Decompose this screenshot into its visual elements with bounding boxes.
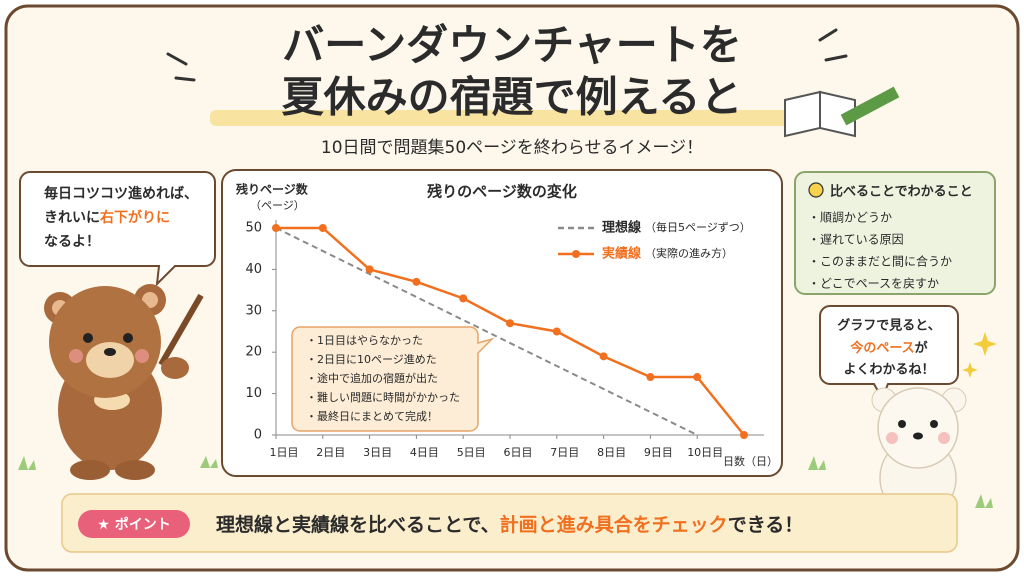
notes-item: ・順調かどうか — [808, 211, 892, 225]
data-point — [272, 224, 280, 232]
notes-item: ・遅れている原因 — [808, 233, 904, 247]
annotation-list: ・1日目はやらなかった・2日目に10ページ進めた・途中で追加の宿題が出た・難しい… — [306, 334, 460, 423]
x-tick-label: 2日目 — [316, 446, 345, 459]
point-badge — [78, 510, 190, 538]
bubble-text: 今のペースが — [849, 340, 927, 356]
annotation-box — [291, 326, 495, 432]
bubble-text: きれいに — [44, 210, 100, 226]
legend-marker — [572, 250, 580, 258]
notes-box — [794, 171, 996, 295]
y-tick-label: 10 — [245, 386, 262, 401]
bubble-text: グラフで見ると、 — [837, 318, 940, 334]
data-point — [365, 265, 374, 274]
brown-bear — [44, 284, 204, 480]
notes-title: 比べることでわかること — [830, 184, 973, 200]
point-text: できる！ — [728, 514, 804, 536]
data-point — [646, 373, 655, 382]
title-line: バーンダウンチャートを — [282, 21, 741, 70]
bubble-text: よくわかるね！ — [843, 363, 934, 378]
badge-text: ★ ポイント — [97, 516, 170, 533]
x-tick-label: 5日目 — [457, 446, 486, 459]
x-tick-label: 9日目 — [644, 446, 673, 459]
point-bar — [61, 493, 958, 553]
annotation-item: ・途中で追加の宿題が出た — [306, 371, 438, 385]
sparkle — [962, 362, 978, 378]
notes-list: ・順調かどうか・遅れている原因・このままだと間に合うか・どこでペースを戻すか — [808, 211, 952, 291]
point-highlight: 計画と進み具合をチェック — [500, 513, 728, 536]
bubble-text: 毎日コツコツ進めれば、 — [44, 185, 198, 202]
x-tick-label: 4日目 — [410, 446, 439, 459]
data-point — [740, 431, 748, 439]
bubble-highlight: 右下がりに — [99, 209, 170, 226]
bulb-icon — [808, 182, 824, 198]
bubble-text: なるよ！ — [44, 234, 100, 250]
bubble-text: が — [915, 340, 928, 356]
book-icon — [784, 86, 900, 138]
bubble-text: きれいに右下がりに — [44, 209, 170, 226]
point-text: 理想線と実績線を比べることで、 — [216, 513, 500, 536]
title-highlight — [210, 110, 810, 126]
y-tick-label: 0 — [254, 428, 262, 443]
y-tick-label: 40 — [245, 262, 262, 277]
y-axis-label: 残りページ数 — [236, 182, 309, 197]
legend-note: （実際の進み方） — [645, 246, 733, 260]
y-tick-label: 50 — [245, 221, 262, 236]
y-axis-unit: （ページ） — [250, 199, 305, 212]
series-line — [275, 227, 698, 436]
plot-area: 0 10 20 30 40 50 1日目 2日目 3日目 4日目 5日目 6日目 7日目 8日目 9日目 10… — [245, 220, 764, 459]
y-tick-label: 30 — [245, 303, 262, 318]
notes-item: ・このままだと間に合うか — [808, 254, 952, 269]
sparkle — [973, 332, 997, 356]
data-point — [552, 327, 561, 336]
legend-label: 実績線 — [602, 246, 642, 262]
data-point — [693, 373, 702, 382]
y-tick-label: 20 — [245, 345, 262, 360]
speech-bubble — [19, 171, 216, 287]
x-tick-label: 8日目 — [597, 446, 626, 459]
x-tick-label: 3日目 — [363, 446, 392, 459]
accent-lines — [166, 28, 848, 82]
annotation-item: ・最終日にまとめて完成！ — [306, 409, 438, 423]
data-point — [318, 224, 327, 232]
chart-title: 残りのページ数の変化 — [427, 183, 577, 201]
point-text: 理想線と実績線を比べることで、計画と進み具合をチェックできる！ — [216, 513, 803, 536]
data-point — [459, 294, 468, 303]
x-tick-label: 7日目 — [550, 446, 579, 459]
data-point — [412, 277, 421, 286]
x-tick-label: 6日目 — [504, 446, 533, 459]
bubble-highlight: 今のペース — [849, 340, 914, 356]
data-point — [506, 319, 514, 328]
x-tick-label: 10日目 — [687, 446, 723, 459]
title-line: 夏休みの宿題で例えると — [282, 73, 743, 122]
legend-note: （毎日5ページずつ） — [645, 221, 751, 234]
annotation-item: ・2日目に10ページ進めた — [306, 353, 437, 366]
annotation-item: ・難しい問題に時間がかかった — [306, 390, 460, 404]
annotation-item: ・1日目はやらなかった — [306, 334, 423, 347]
x-tick-label: 1日目 — [270, 446, 299, 459]
data-point — [599, 352, 608, 361]
legend-label: 理想線 — [602, 220, 642, 236]
grass — [18, 456, 993, 508]
subtitle: 10日間で問題集50ページを終わらせるイメージ！ — [321, 138, 703, 158]
notes-item: ・どこでペースを戻すか — [808, 277, 939, 291]
x-axis-label: 日数（日） — [723, 455, 778, 468]
